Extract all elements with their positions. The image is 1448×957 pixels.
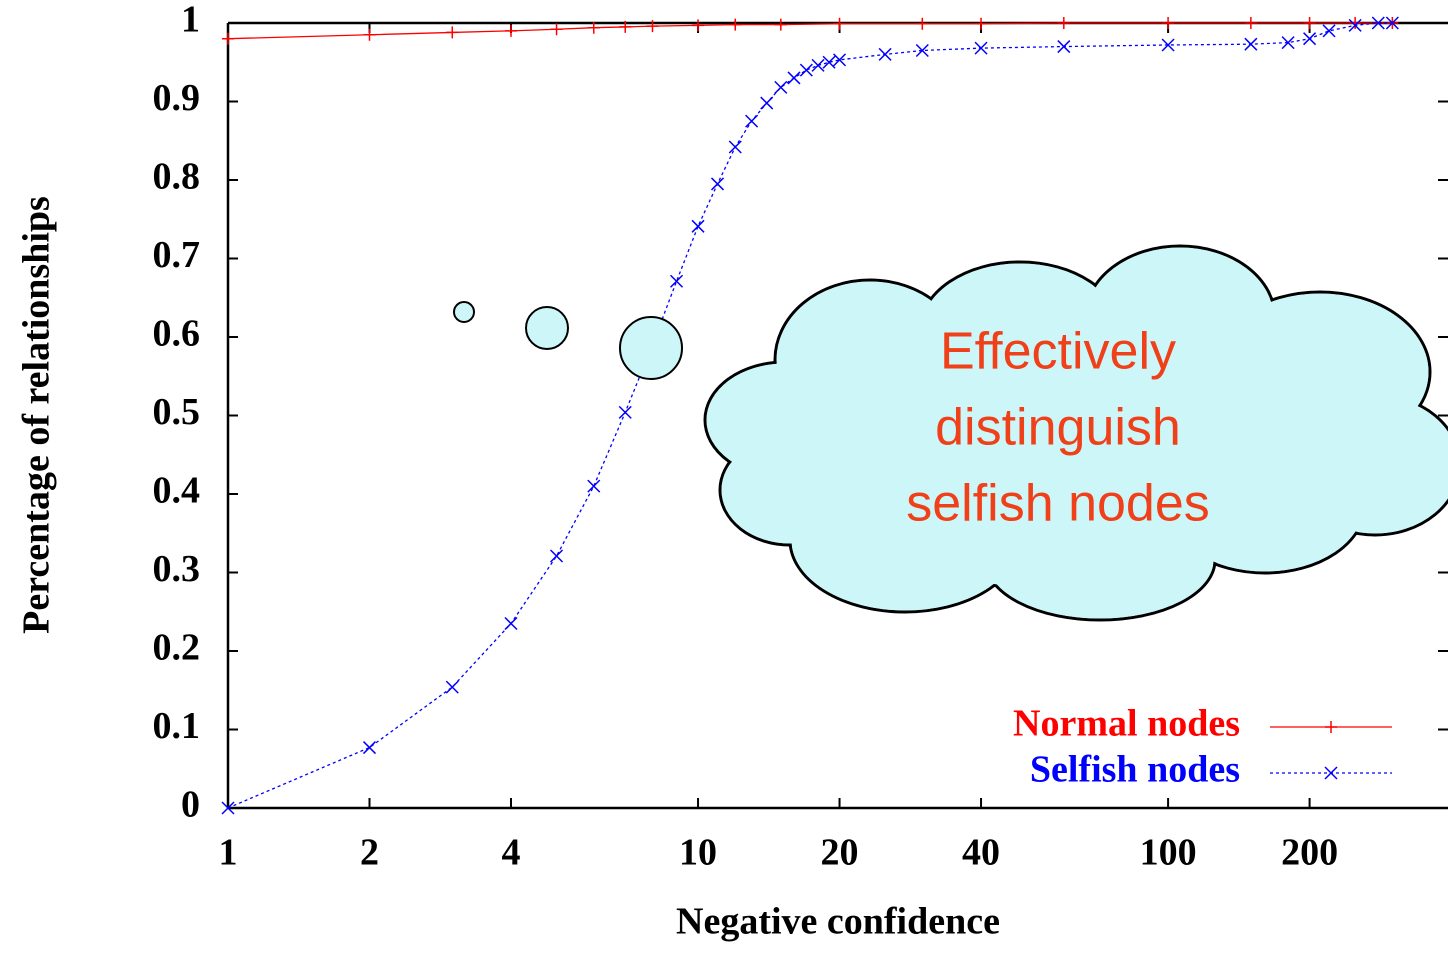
- series-line: [227, 22, 1393, 809]
- y-tick-label: 0.4: [153, 470, 201, 512]
- legend-label: Selfish nodes: [1030, 749, 1240, 791]
- x-tick-label: 20: [821, 832, 859, 874]
- point: [1057, 17, 1070, 29]
- annotation-text: distinguish: [935, 399, 1181, 457]
- point: [878, 47, 892, 61]
- point: [221, 801, 235, 815]
- point: [915, 43, 929, 58]
- thought-bubble: [525, 306, 569, 350]
- x-axis-label: Negative confidence: [676, 901, 1000, 943]
- point: [745, 114, 759, 128]
- legend-label: Normal nodes: [1013, 703, 1240, 745]
- point: [710, 177, 725, 191]
- point: [974, 41, 988, 55]
- x-tick-label: 4: [501, 832, 520, 874]
- point: [692, 19, 705, 32]
- y-tick-label: 0: [181, 784, 200, 826]
- point: [787, 71, 801, 85]
- point: [760, 96, 774, 110]
- point: [619, 20, 632, 33]
- y-tick-label: 1: [181, 0, 200, 41]
- x-tick-label: 40: [962, 832, 1000, 874]
- point: [1349, 17, 1362, 29]
- point: [550, 549, 564, 563]
- point: [362, 741, 377, 755]
- y-tick-label: 0.6: [153, 313, 201, 355]
- y-tick-label: 0.3: [153, 548, 201, 590]
- point: [1161, 38, 1175, 52]
- point: [446, 26, 459, 39]
- point: [1162, 17, 1175, 29]
- point: [1371, 16, 1385, 30]
- annotation-text: selfish nodes: [906, 475, 1210, 533]
- x-tick-label: 200: [1281, 832, 1338, 874]
- x-tick-label: 10: [679, 832, 717, 874]
- point: [774, 18, 787, 31]
- point: [1324, 766, 1338, 780]
- x-tick-label: 1: [219, 832, 238, 874]
- point: [646, 20, 659, 33]
- point: [799, 63, 813, 77]
- point: [1057, 40, 1071, 54]
- point: [587, 21, 600, 34]
- point: [916, 17, 929, 30]
- y-axis-label: Percentage of relationships: [16, 196, 58, 634]
- point: [811, 58, 825, 72]
- point: [504, 24, 517, 37]
- cloud-fill: [801, 311, 1319, 589]
- y-tick-label: 0.8: [153, 156, 201, 198]
- point: [729, 18, 742, 31]
- point: [587, 479, 601, 493]
- y-tick-label: 0.2: [153, 627, 201, 669]
- annotation-text: Effectively: [940, 323, 1176, 381]
- point: [670, 274, 684, 288]
- point: [728, 140, 742, 154]
- x-tick-label: 2: [360, 832, 379, 874]
- callout: Effectively distinguish selfish nodes: [453, 244, 1448, 622]
- point: [222, 32, 234, 45]
- point: [618, 405, 632, 419]
- point: [1348, 18, 1362, 32]
- point: [1281, 36, 1295, 50]
- thought-bubble: [453, 301, 475, 323]
- y-tick-label: 0.7: [153, 234, 201, 276]
- thought-bubble: [619, 316, 683, 380]
- point: [975, 17, 988, 30]
- y-tick-label: 0.1: [153, 705, 201, 747]
- point: [1322, 24, 1336, 38]
- point: [833, 53, 847, 67]
- point: [550, 23, 563, 36]
- y-tick-label: 0.5: [153, 391, 201, 433]
- point: [445, 680, 459, 694]
- y-tick-label: 0.9: [153, 77, 201, 119]
- point: [363, 28, 376, 41]
- point: [691, 219, 705, 233]
- point: [833, 17, 846, 30]
- point: [1244, 17, 1257, 29]
- series-line: [227, 22, 1393, 40]
- point: [774, 80, 788, 94]
- point: [1244, 37, 1258, 51]
- x-tick-label: 100: [1140, 832, 1197, 874]
- point: [1303, 17, 1316, 29]
- point: [504, 616, 518, 631]
- point: [822, 55, 836, 69]
- point: [1385, 16, 1399, 30]
- point: [1325, 721, 1337, 733]
- point: [1303, 32, 1317, 46]
